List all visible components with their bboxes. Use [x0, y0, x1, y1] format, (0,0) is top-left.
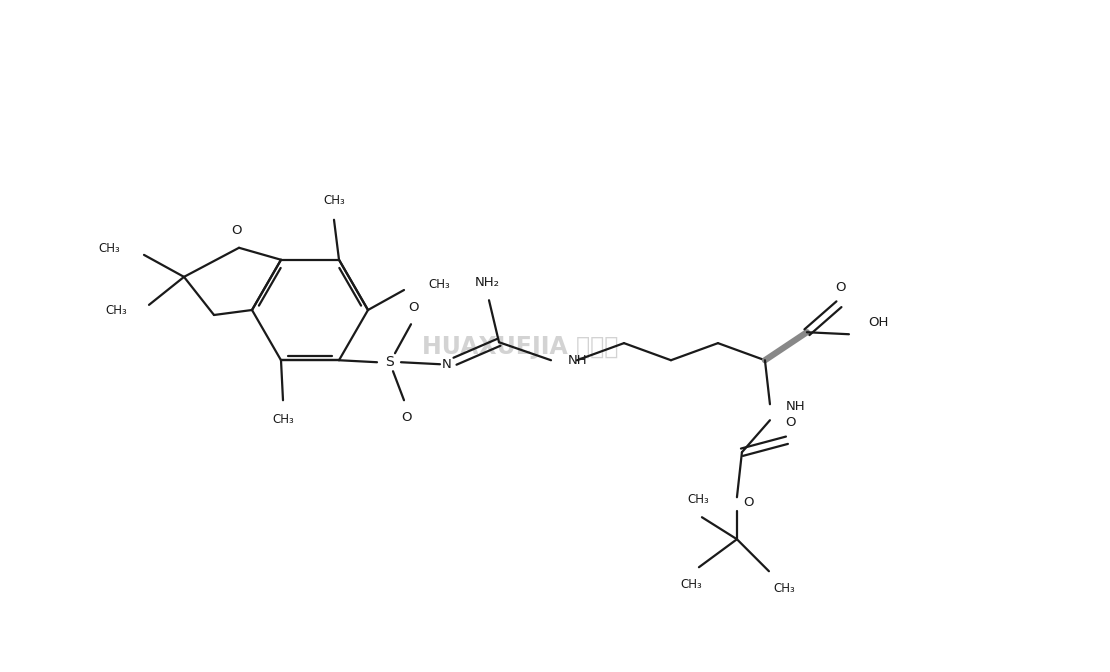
Text: S: S	[385, 355, 393, 369]
Text: CH₃: CH₃	[99, 243, 120, 255]
Text: O: O	[407, 301, 418, 314]
Text: CH₃: CH₃	[773, 582, 795, 595]
Text: NH: NH	[786, 400, 806, 413]
Text: O: O	[401, 411, 411, 424]
Text: CH₃: CH₃	[272, 413, 294, 426]
Text: NH₂: NH₂	[474, 276, 500, 289]
Text: CH₃: CH₃	[687, 493, 709, 506]
Text: N: N	[442, 358, 452, 371]
Text: CH₃: CH₃	[105, 304, 127, 317]
Text: CH₃: CH₃	[680, 578, 702, 591]
Text: O: O	[231, 224, 241, 237]
Text: CH₃: CH₃	[428, 278, 450, 292]
Text: NH: NH	[568, 353, 587, 367]
Text: CH₃: CH₃	[323, 194, 345, 207]
Text: O: O	[743, 496, 754, 509]
Text: O: O	[836, 281, 846, 294]
Text: HUAXUEJIA 化学加: HUAXUEJIA 化学加	[422, 335, 618, 359]
Text: OH: OH	[868, 316, 888, 329]
Text: O: O	[786, 416, 796, 429]
